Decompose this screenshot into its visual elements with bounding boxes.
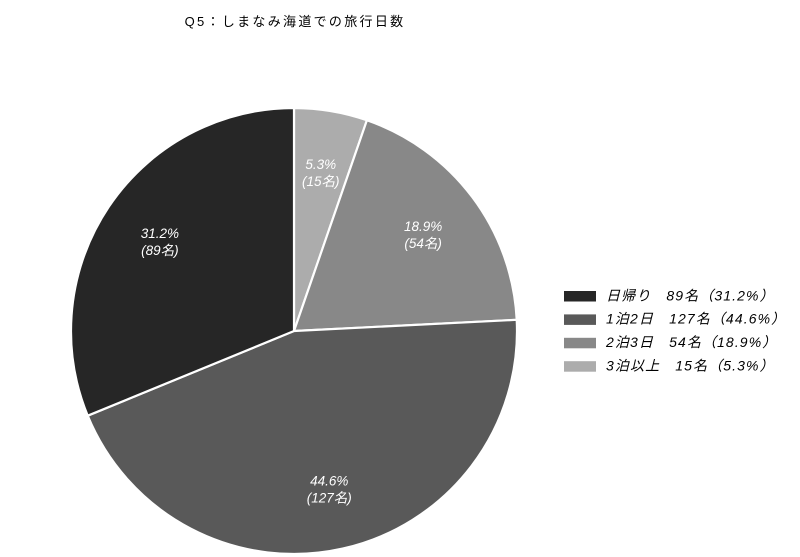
svg-text:(89名): (89名) [141,243,179,258]
svg-text:44.6%: 44.6% [310,474,348,489]
svg-text:18.9%: 18.9% [404,219,442,234]
svg-text:(15名): (15名) [302,174,340,189]
svg-text:31.2%: 31.2% [141,226,179,241]
svg-text:2泊3日 54名（18.9%）: 2泊3日 54名（18.9%） [605,334,777,350]
svg-text:日帰り 89名（31.2%）: 日帰り 89名（31.2%） [606,287,775,303]
svg-text:5.3%: 5.3% [305,157,336,172]
svg-text:(127名): (127名) [307,491,352,506]
svg-text:1泊2日 127名（44.6%）: 1泊2日 127名（44.6%） [606,311,786,327]
svg-text:3泊以上 15名（5.3%）: 3泊以上 15名（5.3%） [606,358,775,374]
svg-text:(54名): (54名) [404,236,442,251]
